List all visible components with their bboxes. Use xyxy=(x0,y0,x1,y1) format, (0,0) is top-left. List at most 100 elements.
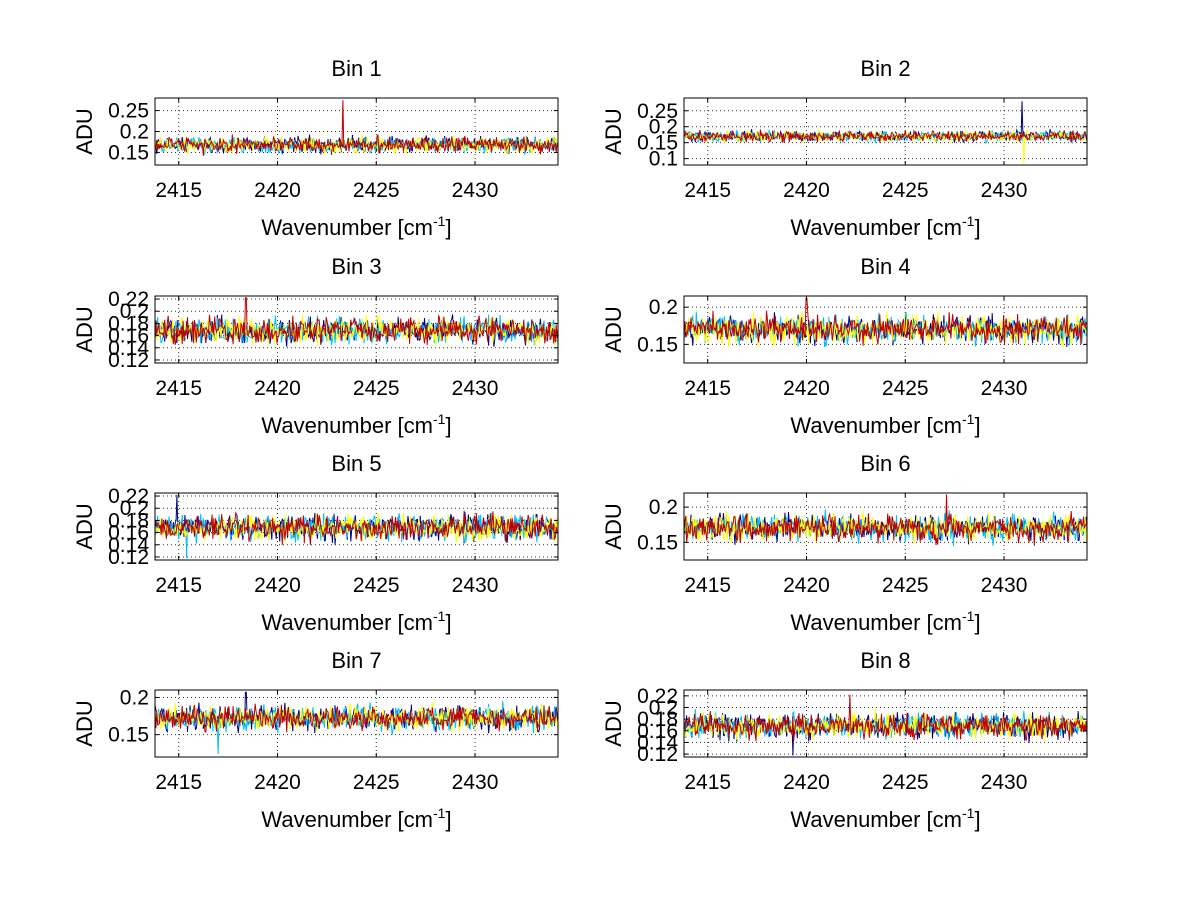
y-axis-label: ADU xyxy=(72,108,97,154)
x-tick-label: 2415 xyxy=(155,179,202,202)
y-tick-label: 0.22 xyxy=(637,685,678,708)
series-line-s4 xyxy=(155,510,558,545)
y-tick-label: 0.25 xyxy=(108,100,149,123)
x-tick-label: 2425 xyxy=(882,377,929,400)
subplot-title: Bin 5 xyxy=(331,451,381,476)
y-tick-label: 0.15 xyxy=(108,141,149,164)
x-tick-label: 2415 xyxy=(155,771,202,794)
axes-frame xyxy=(683,689,1088,758)
y-tick-label: 0.2 xyxy=(120,497,149,520)
x-tick-label: 2415 xyxy=(684,179,731,202)
y-tick-label: 0.18 xyxy=(108,312,149,335)
subplot-title: Bin 4 xyxy=(860,254,910,279)
axes-frame xyxy=(154,689,559,758)
y-tick-label: 0.22 xyxy=(108,485,149,508)
series-line-s4 xyxy=(155,703,558,733)
x-tick-label: 2430 xyxy=(452,179,499,202)
y-tick-label: 0.2 xyxy=(649,116,678,139)
x-tick-label: 2420 xyxy=(254,179,301,202)
x-tick-label: 2430 xyxy=(452,377,499,400)
y-tick-label: 0.12 xyxy=(637,743,678,766)
subplot-title: Bin 1 xyxy=(331,56,381,81)
y-tick-label: 0.15 xyxy=(637,333,678,356)
y-tick-label: 0.14 xyxy=(108,534,149,557)
x-tick-label: 2425 xyxy=(353,377,400,400)
x-tick-label: 2420 xyxy=(783,771,830,794)
x-axis-label-text: Wavenumber [cm xyxy=(261,215,433,240)
series-line-s3 xyxy=(155,314,558,347)
x-tick-label: 2425 xyxy=(353,771,400,794)
subplot-bin-3: Bin 3 2415 2420 2425 2430 0.120.140.160.180.2… xyxy=(72,254,559,438)
y-tick-label: 0.18 xyxy=(108,509,149,532)
x-axis-label: Wavenumber [cm-1] xyxy=(261,805,451,832)
x-tick-label: 2430 xyxy=(452,574,499,597)
series-line-s4 xyxy=(155,100,558,156)
x-axis-label-superscript: -1 xyxy=(962,213,975,229)
subplot-title: Bin 2 xyxy=(860,56,910,81)
x-tick-label: 2420 xyxy=(254,771,301,794)
x-axis-label-superscript: -1 xyxy=(433,411,446,427)
subplot-bin-1: Bin 1 2415 2420 2425 2430 0.150.20.25 ADU Waven… xyxy=(72,56,559,240)
x-axis-label-text: Wavenumber [cm xyxy=(790,610,962,635)
x-tick-label: 2425 xyxy=(882,771,929,794)
y-tick-label: 0.14 xyxy=(108,337,149,360)
y-tick-label: 0.15 xyxy=(637,531,678,554)
y-tick-label: 0.2 xyxy=(649,496,678,519)
x-axis-label-superscript: -1 xyxy=(962,805,975,821)
x-axis-label: Wavenumber [cm-1] xyxy=(790,805,980,832)
y-axis-label: ADU xyxy=(601,503,626,549)
series-line-s3 xyxy=(684,510,1087,545)
x-axis-label-superscript: -1 xyxy=(433,213,446,229)
subplot-bin-2: Bin 2 2415 2420 2425 2430 0.10.150.20.25 ADU Wa… xyxy=(601,56,1088,240)
axes-frame xyxy=(683,295,1088,364)
subplot-bin-5: Bin 5 2415 2420 2425 2430 0.120.140.160.180.2… xyxy=(72,451,559,635)
y-tick-label: 0.2 xyxy=(649,296,678,319)
x-tick-label: 2420 xyxy=(254,574,301,597)
y-axis-label: ADU xyxy=(601,108,626,154)
y-tick-label: 0.15 xyxy=(637,132,678,155)
series-line-s4 xyxy=(155,297,558,346)
x-tick-label: 2430 xyxy=(981,179,1028,202)
x-axis-label-end: ] xyxy=(974,215,980,240)
series-line-s1 xyxy=(684,312,1087,348)
axes-frame xyxy=(154,295,559,364)
x-axis-label-end: ] xyxy=(974,413,980,438)
x-axis-label: Wavenumber [cm-1] xyxy=(261,411,451,438)
y-tick-label: 0.18 xyxy=(637,708,678,731)
x-tick-label: 2425 xyxy=(882,179,929,202)
y-tick-label: 0.2 xyxy=(649,696,678,719)
x-tick-label: 2415 xyxy=(684,377,731,400)
series-line-s4 xyxy=(684,694,1087,742)
y-tick-label: 0.12 xyxy=(108,546,149,569)
x-axis-label-superscript: -1 xyxy=(962,608,975,624)
series-line-s4 xyxy=(684,494,1087,546)
x-axis-label-text: Wavenumber [cm xyxy=(261,610,433,635)
x-axis-label-text: Wavenumber [cm xyxy=(790,215,962,240)
subplot-title: Bin 8 xyxy=(860,648,910,673)
subplot-title: Bin 3 xyxy=(331,254,381,279)
y-axis-label: ADU xyxy=(601,306,626,352)
y-axis-label: ADU xyxy=(72,700,97,746)
x-tick-label: 2415 xyxy=(684,771,731,794)
x-tick-label: 2430 xyxy=(981,574,1028,597)
x-tick-label: 2415 xyxy=(155,574,202,597)
x-tick-label: 2420 xyxy=(783,377,830,400)
x-axis-label-end: ] xyxy=(974,807,980,832)
x-axis-label-superscript: -1 xyxy=(433,805,446,821)
x-tick-label: 2420 xyxy=(254,377,301,400)
x-axis-label-end: ] xyxy=(445,215,451,240)
x-tick-label: 2425 xyxy=(353,179,400,202)
x-tick-label: 2425 xyxy=(882,574,929,597)
x-axis-label: Wavenumber [cm-1] xyxy=(261,213,451,240)
y-tick-label: 0.16 xyxy=(108,522,149,545)
y-tick-label: 0.12 xyxy=(108,349,149,372)
y-tick-label: 0.2 xyxy=(120,300,149,323)
y-tick-label: 0.22 xyxy=(108,288,149,311)
x-axis-label: Wavenumber [cm-1] xyxy=(261,608,451,635)
axes-frame xyxy=(683,97,1088,166)
x-axis-label-text: Wavenumber [cm xyxy=(790,807,962,832)
x-tick-label: 2430 xyxy=(981,377,1028,400)
y-tick-label: 0.16 xyxy=(637,720,678,743)
y-tick-label: 0.14 xyxy=(637,731,678,754)
x-axis-label-superscript: -1 xyxy=(433,608,446,624)
